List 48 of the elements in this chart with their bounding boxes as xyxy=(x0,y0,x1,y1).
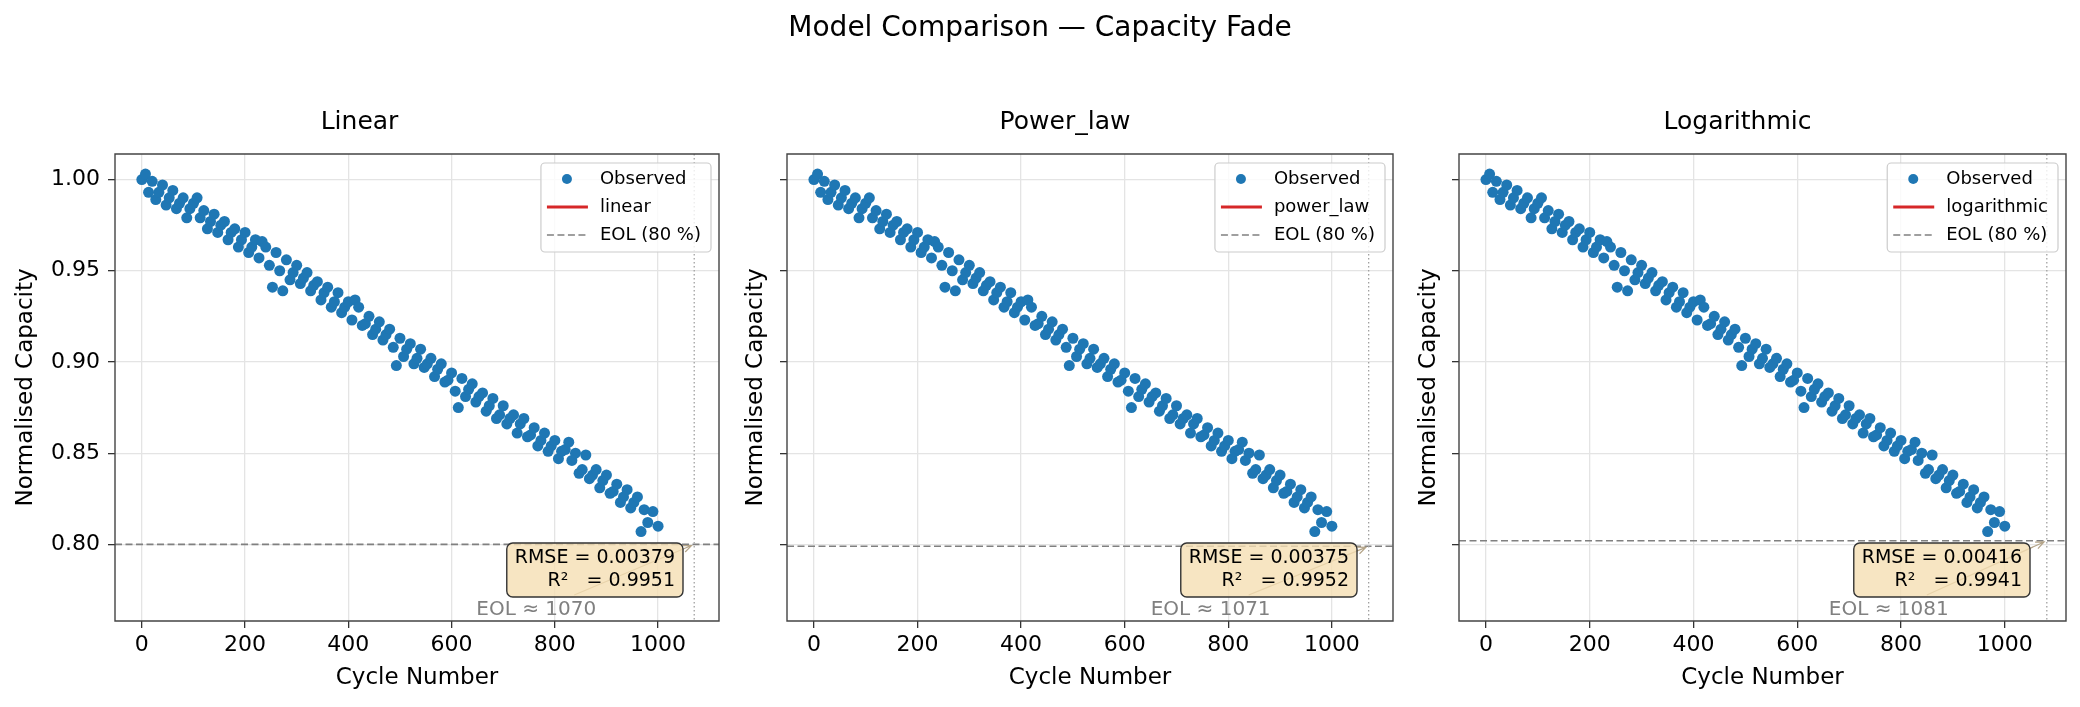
annotation: RMSE = 0.00379 R² = 0.9951 xyxy=(514,545,675,591)
x-axis-title: Cycle Number xyxy=(1681,663,1845,690)
x-tick-label: 200 xyxy=(1568,630,1611,656)
text: Model Comparison — Capacity Fade xyxy=(787,10,1293,44)
legend-label: Observed xyxy=(1273,166,1361,188)
y-axis-title: Normalised Capacity xyxy=(10,268,37,507)
y-axis-title: Normalised Capacity xyxy=(740,268,767,507)
x-tick-label: 600 xyxy=(1103,630,1146,656)
x-tick-label: 800 xyxy=(1207,630,1250,656)
x-tick-label: 400 xyxy=(1672,630,1715,656)
x-tick-label: 800 xyxy=(533,630,576,656)
x-tick-label: 0 xyxy=(806,630,821,656)
y-tick-label: 0.90 xyxy=(51,347,100,373)
x-axis-title: Cycle Number xyxy=(335,663,499,690)
annotation: RMSE = 0.00375 R² = 0.9952 xyxy=(1188,545,1349,591)
x-tick-label: 1000 xyxy=(1303,630,1360,656)
annotation: EOL ≈ 1081 xyxy=(1828,596,1949,621)
y-axis-title: Normalised Capacity xyxy=(1413,268,1440,507)
x-tick-label: 1000 xyxy=(1976,630,2033,656)
y-tick-label: 0.80 xyxy=(51,530,100,556)
x-tick-label: 0 xyxy=(1478,630,1493,656)
chart-title: Linear xyxy=(320,105,400,135)
x-tick-label: 600 xyxy=(1776,630,1819,656)
x-tick-label: 800 xyxy=(1880,630,1923,656)
x-tick-label: 600 xyxy=(430,630,473,656)
chart-title: Logarithmic xyxy=(1663,105,1812,135)
x-axis-title: Cycle Number xyxy=(1008,663,1172,690)
x-tick-label: 0 xyxy=(134,630,149,656)
legend-label: EOL (80 %) xyxy=(599,222,702,244)
x-tick-label: 200 xyxy=(224,630,267,656)
legend-label: Observed xyxy=(1946,166,2033,188)
annotation: EOL ≈ 1071 xyxy=(1150,596,1271,621)
x-tick-label: 400 xyxy=(1000,630,1043,656)
legend-label: logarithmic xyxy=(1946,194,2049,216)
legend-label: EOL (80 %) xyxy=(1946,222,2048,244)
annotation: RMSE = 0.00416 R² = 0.9941 xyxy=(1861,545,2022,591)
x-tick-label: 1000 xyxy=(630,630,687,656)
legend-label: linear xyxy=(599,194,652,216)
y-tick-label: 1.00 xyxy=(51,165,100,191)
y-tick-label: 0.85 xyxy=(51,438,100,464)
x-tick-label: 400 xyxy=(327,630,370,656)
legend-label: Observed xyxy=(599,166,687,188)
chart-title: Power_law xyxy=(999,105,1131,135)
legend-label: power_law xyxy=(1273,194,1370,217)
annotation: EOL ≈ 1070 xyxy=(476,596,597,621)
x-tick-label: 200 xyxy=(896,630,939,656)
legend-label: EOL (80 %) xyxy=(1273,222,1376,244)
y-tick-label: 0.95 xyxy=(51,256,100,282)
